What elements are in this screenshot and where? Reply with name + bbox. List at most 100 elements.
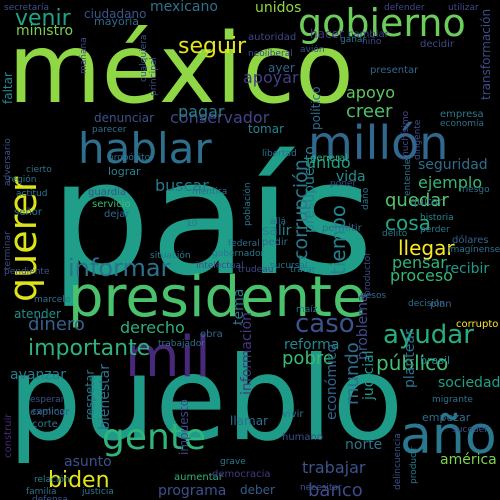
word: explicar: [30, 407, 70, 418]
word: ministro: [16, 23, 74, 39]
word: democracia: [212, 469, 271, 480]
word: pedir: [262, 237, 288, 248]
word: migrante: [432, 395, 473, 405]
word: gente: [102, 417, 207, 458]
word: producir: [409, 446, 419, 484]
word: actitud: [16, 189, 48, 199]
word: ejemplo: [418, 173, 483, 192]
word: decidir: [420, 39, 455, 50]
word: marcelo: [34, 295, 71, 305]
word: ciudadano: [84, 7, 147, 21]
word: mexicano: [150, 0, 218, 15]
word: recibir: [445, 261, 490, 277]
word: construir: [3, 413, 14, 458]
word: salir: [262, 223, 292, 239]
word: pendiente: [4, 267, 50, 277]
word: presidente: [68, 265, 367, 330]
word: apoyar: [243, 68, 299, 87]
word: allá: [270, 217, 287, 227]
word: cualquiera: [139, 34, 149, 82]
word: respetar: [83, 369, 97, 420]
word: faltar: [1, 72, 15, 104]
word: justicia: [82, 487, 114, 497]
word: pobre: [282, 348, 334, 369]
word: asunto: [64, 454, 112, 470]
word: delito: [382, 229, 408, 239]
word: seguridad: [418, 157, 488, 173]
word: tomar: [248, 122, 285, 136]
word: corte: [32, 419, 58, 430]
word: libertad: [262, 149, 297, 159]
word: lograr: [108, 165, 141, 178]
word: mañana: [79, 37, 89, 74]
word: vida: [336, 169, 366, 185]
word: norte: [345, 437, 383, 453]
word: pesos: [360, 291, 387, 301]
word: impuesto: [177, 399, 191, 455]
word: político: [309, 86, 323, 130]
word: plantear: [402, 329, 418, 388]
word: situación: [150, 251, 191, 261]
word: decisión: [408, 299, 446, 309]
word: pagar: [178, 102, 225, 121]
word: gobierno: [298, 1, 466, 45]
word: biden: [48, 468, 110, 493]
word: parecer: [92, 125, 127, 135]
word: defensa: [32, 495, 68, 500]
word: dirigente: [413, 119, 423, 160]
word: humano: [282, 432, 324, 443]
word: perder: [420, 225, 450, 235]
word: permitir: [322, 223, 362, 234]
word: población: [243, 182, 253, 226]
word: buscar: [155, 176, 209, 195]
word: público: [376, 351, 449, 375]
word: vivir: [282, 409, 304, 420]
word: federal: [228, 239, 260, 249]
word: avión: [300, 45, 325, 55]
word: creer: [346, 101, 393, 122]
word: empresa: [440, 109, 484, 120]
word: grave: [220, 457, 246, 467]
word: gobernador: [212, 249, 265, 259]
word: país: [50, 127, 374, 311]
word: mayoría: [94, 15, 140, 28]
word: hacer: [310, 27, 344, 41]
word: llegar: [398, 236, 455, 260]
word: muchísimo: [401, 110, 411, 160]
word: importante: [28, 336, 151, 361]
word: ganar: [340, 35, 367, 45]
word: maíz: [296, 305, 318, 315]
word: quitar: [410, 195, 443, 208]
word: derecho: [120, 318, 185, 337]
word: empezar: [422, 411, 471, 424]
word: intelectual: [196, 261, 244, 271]
word: niño: [362, 37, 382, 47]
word: atender: [14, 307, 61, 321]
word: apoyo: [346, 83, 396, 102]
word: dejar: [104, 209, 130, 220]
word: quedar: [385, 190, 449, 211]
word: aumentar: [174, 472, 223, 483]
word: servicio: [92, 199, 131, 210]
word: caso: [295, 309, 355, 339]
word: unido: [306, 153, 351, 172]
word: región: [8, 175, 37, 185]
word: ayudar: [383, 320, 474, 350]
word: deber: [240, 483, 275, 497]
word: tratar: [290, 265, 316, 275]
word: neoliberal: [248, 49, 293, 59]
word: cosa: [385, 211, 431, 235]
word: economía: [440, 119, 484, 129]
word: trabajador: [158, 339, 205, 349]
word: sociedad: [438, 375, 500, 391]
word: tiempo: [326, 204, 350, 275]
word: corrupto: [456, 319, 499, 330]
word: propósito: [108, 153, 151, 163]
word: banco: [308, 480, 363, 500]
word: informar: [68, 254, 171, 282]
word: plan: [430, 299, 452, 310]
word: esperar: [30, 395, 65, 405]
word: cambiar: [348, 29, 389, 40]
word: mil: [125, 325, 211, 390]
